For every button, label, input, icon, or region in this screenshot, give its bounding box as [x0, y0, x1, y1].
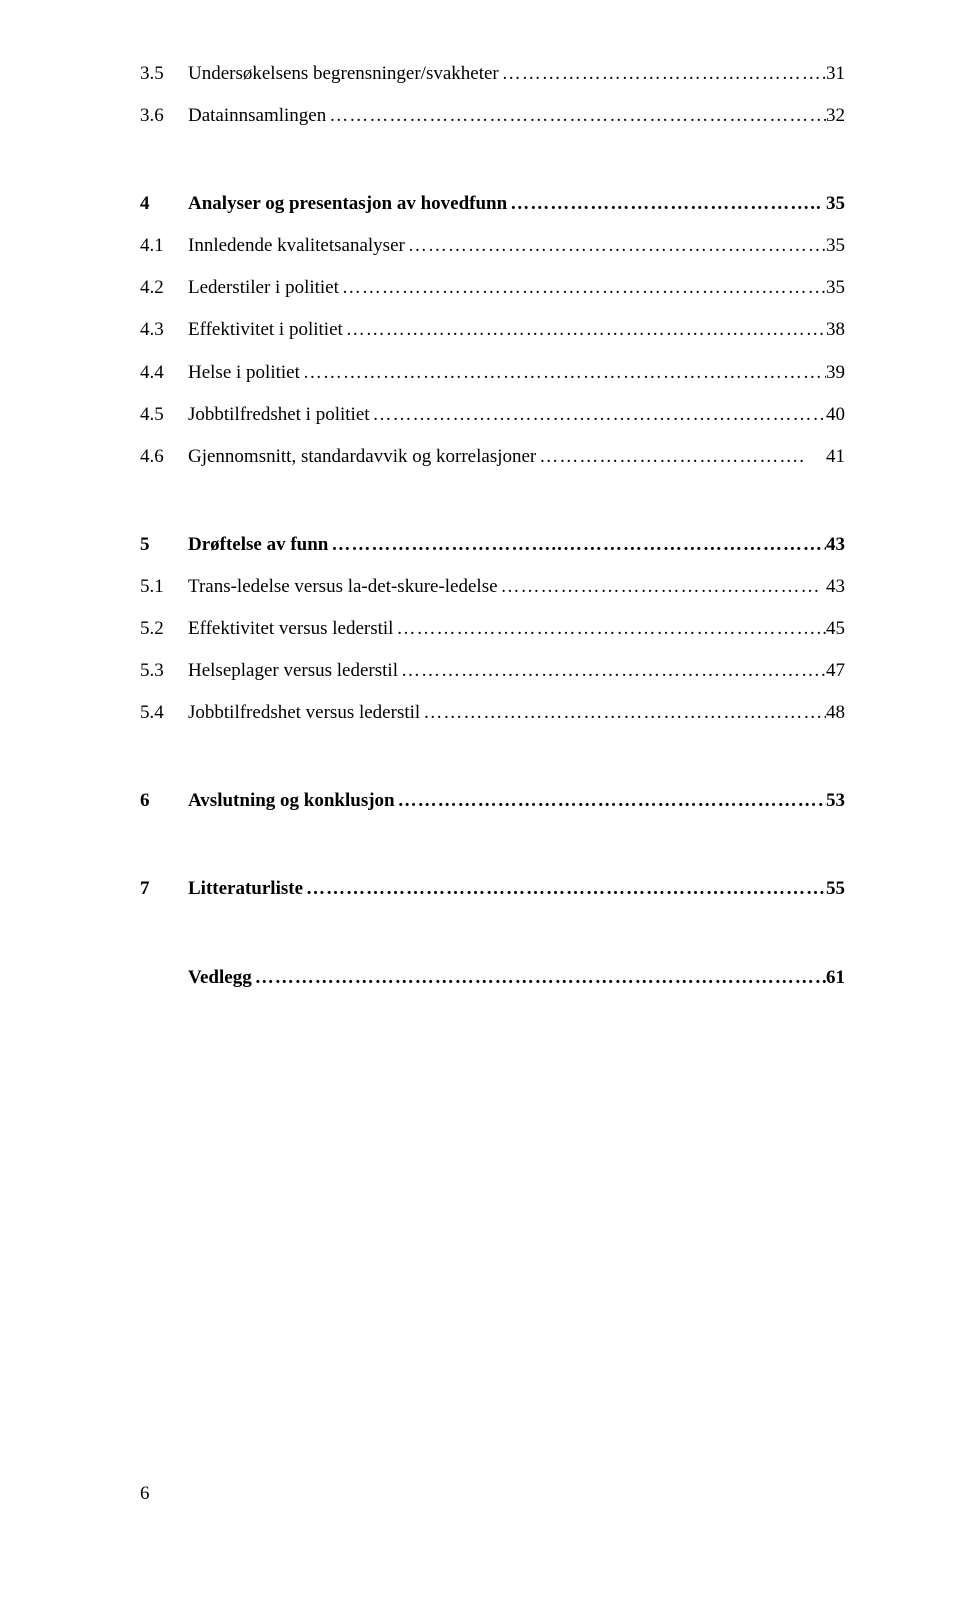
toc-entry: 4.4 Helse i politiet …………………………………………………… — [140, 355, 845, 391]
toc-dots: ……………………………………………………….. — [393, 611, 826, 647]
toc-dots: …………………………………………………………………… — [326, 98, 826, 134]
toc-entry: 4.2 Lederstiler i politiet …………………………………… — [140, 270, 845, 306]
toc-dots: ……………………………………………………….……….. — [339, 270, 826, 306]
toc-dots: ………………………………………………………………... — [343, 312, 826, 348]
toc-entry: 4.3 Effektivitet i politiet ………………………………… — [140, 312, 845, 348]
toc-number: 4.3 — [140, 312, 188, 348]
toc-label: Effektivitet versus lederstil — [188, 611, 393, 647]
toc-page: 35 — [826, 270, 845, 306]
toc-label: Vedlegg — [188, 960, 252, 996]
toc-page: 53 — [826, 783, 845, 819]
toc-dots: ……………………………………………………………………….. — [300, 355, 826, 391]
toc-number: 4.1 — [140, 228, 188, 264]
toc-label: Innledende kvalitetsanalyser — [188, 228, 405, 264]
toc-section-heading: 5 Drøftelse av funn ……………………………..…………………… — [140, 527, 845, 563]
toc-page: 48 — [826, 695, 845, 731]
toc-section-heading: 6 Avslutning og konklusjon …………………………………… — [140, 783, 845, 819]
toc-page: 41 — [826, 439, 845, 475]
toc-entry: 4.1 Innledende kvalitetsanalyser …………………… — [140, 228, 845, 264]
toc-number: 5.1 — [140, 569, 188, 605]
toc-section-heading: 7 Litteraturliste …………………………………………………………… — [140, 871, 845, 907]
toc-page: 61 — [826, 960, 845, 996]
toc-dots: ……………………………..………………………………………….. — [328, 527, 826, 563]
toc-page: 55 — [826, 871, 845, 907]
toc-appendix: Vedlegg ……………………………………………………………………………………… — [140, 960, 845, 996]
page-number: 6 — [140, 1483, 150, 1505]
toc-entry: 4.5 Jobbtilfredshet i politiet ………………………… — [140, 397, 845, 433]
toc-entry: 3.6 Datainnsamlingen …………………………………………………… — [140, 98, 845, 134]
toc-number: 4 — [140, 186, 188, 222]
toc-number: 4.6 — [140, 439, 188, 475]
toc-label: Lederstiler i politiet — [188, 270, 339, 306]
toc-entry: 3.5 Undersøkelsens begrensninger/svakhet… — [140, 56, 845, 92]
toc-label: Helse i politiet — [188, 355, 300, 391]
toc-dots: ………………………………………………………………. — [395, 783, 826, 819]
toc-number: 6 — [140, 783, 188, 819]
toc-number: 4.2 — [140, 270, 188, 306]
toc-dots: …………………………………………... — [499, 56, 826, 92]
toc-number: 4.5 — [140, 397, 188, 433]
toc-number: 5.4 — [140, 695, 188, 731]
toc-dots: ……………………………………………………………………………………. — [252, 960, 826, 996]
toc-label: Datainnsamlingen — [188, 98, 326, 134]
toc-page: 35 — [826, 186, 845, 222]
toc-dots: ……………………………………….. — [507, 186, 826, 222]
toc-number: 4.4 — [140, 355, 188, 391]
toc-section-heading: 4 Analyser og presentasjon av hovedfunn … — [140, 186, 845, 222]
toc-page: 38 — [826, 312, 845, 348]
toc-label: Gjennomsnitt, standardavvik og korrelasj… — [188, 439, 536, 475]
toc-label: Trans-ledelse versus la-det-skure-ledels… — [188, 569, 498, 605]
toc-page: 47 — [826, 653, 845, 689]
toc-dots: ……………………………………………………….... — [398, 653, 826, 689]
toc-dots: ……………………………………………………………... — [370, 397, 826, 433]
toc-page: 31 — [826, 56, 845, 92]
toc-dots: …………………………………. — [536, 439, 826, 475]
toc-entry: 4.6 Gjennomsnitt, standardavvik og korre… — [140, 439, 845, 475]
toc-page: 43 — [826, 569, 845, 605]
toc-number: 7 — [140, 871, 188, 907]
toc-page: 40 — [826, 397, 845, 433]
toc-page: 39 — [826, 355, 845, 391]
toc-label: Effektivitet i politiet — [188, 312, 343, 348]
toc-dots: ……………………………………………………… — [405, 228, 826, 264]
toc-label: Drøftelse av funn — [188, 527, 328, 563]
toc-entry: 5.1 Trans-ledelse versus la-det-skure-le… — [140, 569, 845, 605]
toc-label: Analyser og presentasjon av hovedfunn — [188, 186, 507, 222]
toc-label: Jobbtilfredshet versus lederstil — [188, 695, 420, 731]
toc-label: Litteraturliste — [188, 871, 303, 907]
toc-number: 3.5 — [140, 56, 188, 92]
toc-page: 45 — [826, 611, 845, 647]
toc-entry: 5.2 Effektivitet versus lederstil ………………… — [140, 611, 845, 647]
toc-label: Undersøkelsens begrensninger/svakheter — [188, 56, 499, 92]
toc-dots: …………………………………………………………………………….. — [303, 871, 826, 907]
toc-label: Avslutning og konklusjon — [188, 783, 395, 819]
toc-number: 5.3 — [140, 653, 188, 689]
toc-number: 5.2 — [140, 611, 188, 647]
toc-number: 3.6 — [140, 98, 188, 134]
toc-entry: 5.4 Jobbtilfredshet versus lederstil ………… — [140, 695, 845, 731]
toc-dots: ………………………………………… — [498, 569, 826, 605]
toc-entry: 5.3 Helseplager versus lederstil …………………… — [140, 653, 845, 689]
toc-dots: ……………………………………………………. — [420, 695, 826, 731]
toc-label: Jobbtilfredshet i politiet — [188, 397, 370, 433]
toc-page: 35 — [826, 228, 845, 264]
toc-label: Helseplager versus lederstil — [188, 653, 398, 689]
toc-number: 5 — [140, 527, 188, 563]
toc-page: 32 — [826, 98, 845, 134]
toc-page: 43 — [826, 527, 845, 563]
